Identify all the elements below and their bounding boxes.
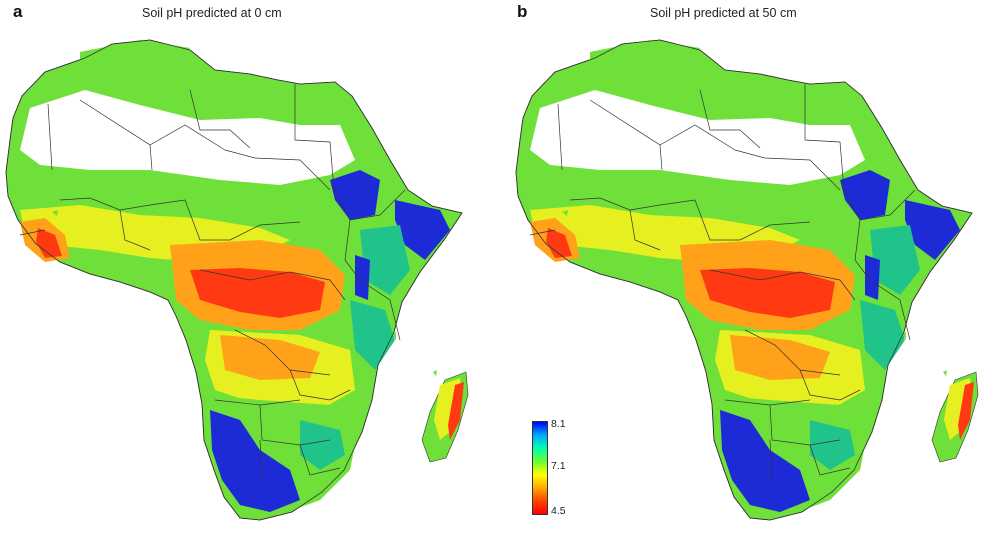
country-border xyxy=(799,369,861,401)
country-border xyxy=(659,124,736,151)
country-border xyxy=(149,199,301,241)
ph-region-high xyxy=(905,200,960,260)
country-border xyxy=(234,329,331,376)
ph-region-high xyxy=(395,200,450,260)
country-border xyxy=(119,209,151,251)
coastline xyxy=(515,39,973,521)
country-border xyxy=(854,219,871,281)
country-border xyxy=(769,404,841,446)
country-border xyxy=(869,279,911,341)
ph-region-very-low xyxy=(546,228,572,258)
panel-letter: b xyxy=(517,2,528,21)
island xyxy=(433,370,437,376)
map-panel-a: a Soil pH predicted at 0 cm xyxy=(5,2,469,521)
country-border xyxy=(804,84,845,191)
ph-region-very-low xyxy=(36,228,62,258)
ph-region-very-low xyxy=(448,382,464,440)
ph-region-high xyxy=(720,410,810,512)
map-panel-b: b Soil pH predicted at 50 cm xyxy=(500,0,1000,539)
country-border xyxy=(359,279,401,341)
country-border xyxy=(294,84,335,191)
ph-region-very-low xyxy=(190,268,325,318)
island xyxy=(562,210,568,216)
country-border xyxy=(19,229,46,236)
africa-map-0cm xyxy=(5,39,469,521)
country-border xyxy=(629,209,661,251)
ph-region-mid xyxy=(840,84,870,130)
ph-region-low xyxy=(730,335,830,380)
country-border xyxy=(189,89,251,149)
ph-region-mid-high xyxy=(810,420,855,470)
ph-region-mid-high xyxy=(300,420,345,470)
africa-map-50cm xyxy=(515,39,979,521)
country-border xyxy=(769,439,773,481)
island xyxy=(52,210,58,216)
country-border xyxy=(47,103,53,171)
ph-region-high xyxy=(840,170,890,220)
country-border xyxy=(344,219,361,281)
country-border xyxy=(569,197,661,211)
ph-region-mid xyxy=(80,40,190,72)
ph-region-mid xyxy=(6,168,352,220)
legend-max-label: 8.1 xyxy=(551,418,566,430)
ph-region-very-low xyxy=(700,268,835,318)
country-border xyxy=(557,103,563,171)
ph-region-low xyxy=(220,335,320,380)
country-border xyxy=(709,269,856,301)
ph-region-mid xyxy=(330,84,360,130)
ph-region-high xyxy=(355,255,370,300)
country-border xyxy=(699,89,761,149)
ph-region-mid-high xyxy=(360,225,410,295)
country-border xyxy=(59,197,151,211)
country-border xyxy=(259,439,263,481)
coastline xyxy=(5,39,463,521)
country-border xyxy=(149,124,226,151)
country-border xyxy=(744,329,841,376)
color-legend: 8.1 7.1 4.5 xyxy=(532,418,642,517)
legend-mid-label: 7.1 xyxy=(551,460,566,472)
ph-region-mid-high xyxy=(870,225,920,295)
country-border xyxy=(299,444,341,476)
panel-title: Soil pH predicted at 0 cm xyxy=(142,6,282,20)
panel-letter: a xyxy=(13,2,23,21)
ph-region-desert xyxy=(530,90,865,185)
legend-color-bar xyxy=(532,421,548,515)
ph-region-high xyxy=(330,170,380,220)
ph-region-high xyxy=(210,410,300,512)
island xyxy=(943,370,947,376)
ph-region-mid xyxy=(590,40,700,72)
ph-region-high xyxy=(865,255,880,300)
country-border xyxy=(529,229,556,236)
panel-title: Soil pH predicted at 50 cm xyxy=(650,6,797,20)
ph-region-mid xyxy=(516,168,862,220)
country-border xyxy=(734,149,841,191)
ph-region-very-low xyxy=(958,382,974,440)
legend-min-label: 4.5 xyxy=(551,505,566,517)
country-border xyxy=(659,199,811,241)
country-border xyxy=(333,189,406,221)
country-border xyxy=(224,149,331,191)
country-border xyxy=(809,444,851,476)
country-border xyxy=(843,189,916,221)
ph-region-desert xyxy=(20,90,355,185)
country-border xyxy=(199,269,346,301)
country-border xyxy=(259,404,331,446)
country-border xyxy=(289,369,351,401)
